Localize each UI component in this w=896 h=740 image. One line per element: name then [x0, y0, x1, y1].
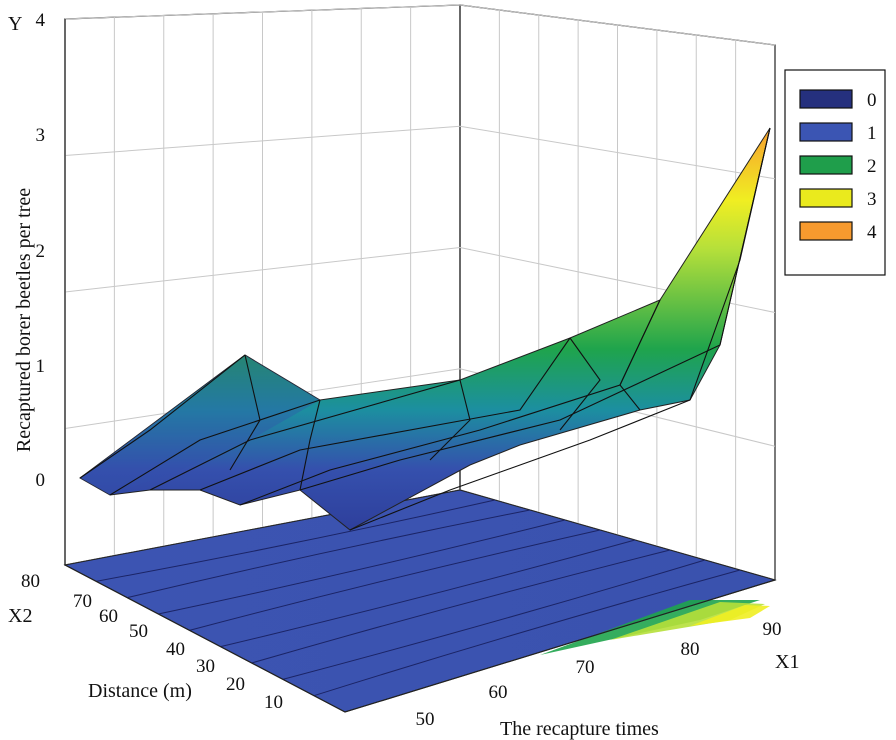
front-frame	[64, 19, 776, 713]
legend-label: 0	[867, 90, 877, 111]
x2-tick-label: 80	[21, 571, 40, 592]
x1-tick-label: 80	[681, 639, 700, 660]
legend-label: 4	[867, 222, 877, 243]
legend-swatch	[799, 188, 853, 208]
y-tick-label: 2	[36, 241, 46, 262]
floor-contour	[282, 559, 706, 680]
floor-contour	[251, 549, 671, 664]
y-axis-label: Y	[8, 13, 22, 35]
x2-tick-label: 20	[226, 674, 245, 695]
x2-tick-label: 70	[73, 591, 92, 612]
legend-swatch	[799, 155, 853, 175]
floor-contour	[96, 499, 496, 582]
x2-tick-label: 10	[264, 692, 283, 713]
x1-tick-label: 50	[416, 709, 435, 730]
y-tick-label: 1	[36, 356, 46, 377]
x1-tick-label: 70	[576, 657, 595, 678]
legend: 0 1 2 3 4	[784, 69, 886, 276]
x1-tick-label: 90	[763, 619, 782, 640]
x1-tick-label: 60	[489, 682, 508, 703]
y-gridline	[64, 4, 776, 46]
y-tick-label: 3	[36, 125, 46, 146]
legend-label: 3	[867, 189, 877, 210]
x2-tick-label: 50	[129, 621, 148, 642]
floor-contour	[158, 519, 566, 615]
legend-swatch	[799, 89, 853, 109]
x2-tick-label: 30	[196, 656, 215, 677]
floor-contour	[127, 509, 531, 599]
floor-contour	[220, 539, 636, 648]
legend-swatch	[799, 221, 853, 241]
axis-labels: 0 1 2 3 4Y Recaptured borer beetles per tree 1…	[8, 10, 799, 740]
legend-label: 2	[867, 156, 877, 177]
y-tick-label: 0	[36, 470, 46, 491]
y-axis-title: Recaptured borer beetles per tree	[13, 188, 35, 452]
floor-contour	[189, 529, 601, 631]
x1-axis-title: The recapture times	[500, 718, 659, 740]
floor-contour-plane	[63, 489, 777, 713]
floor-contour	[313, 569, 741, 697]
x2-tick-label: 60	[99, 606, 118, 627]
surface-mesh	[79, 127, 771, 531]
legend-label: 1	[867, 123, 877, 144]
x2-axis-title: Distance (m)	[88, 680, 192, 702]
x2-axis-label: X2	[8, 605, 32, 627]
y-tick-label: 4	[36, 10, 46, 31]
y-gridline	[64, 125, 776, 180]
x2-tick-label: 40	[166, 639, 185, 660]
legend-swatch	[799, 122, 853, 142]
x1-axis-label: X1	[775, 651, 799, 673]
surface-wireframe	[79, 127, 771, 531]
